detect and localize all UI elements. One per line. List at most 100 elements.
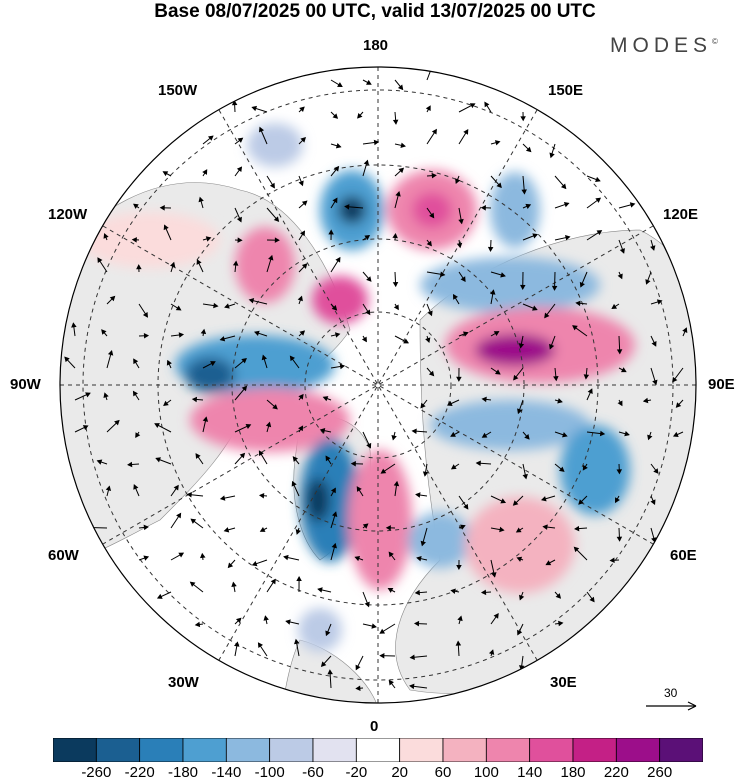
wind-vector-head: [519, 594, 525, 601]
wind-vector-head: [428, 370, 435, 377]
wind-vector-head: [269, 182, 275, 189]
wind-vector-head: [196, 259, 202, 265]
wind-vector-head: [520, 284, 526, 291]
colorbar-tick-label: 180: [560, 764, 586, 781]
wind-vector-head: [364, 234, 371, 241]
wind-vector-head: [339, 363, 346, 370]
colorbar-swatch: [95, 738, 141, 762]
lon-label-120w: 120W: [48, 206, 88, 223]
wind-vector-head: [85, 392, 91, 398]
wind-vector-head: [575, 300, 581, 307]
colorbar-tick-label: -100: [254, 764, 285, 781]
wind-vector-head: [205, 236, 212, 242]
wind-vector-head: [241, 385, 248, 392]
wind-vector-head: [463, 128, 469, 135]
wind-vector-head: [463, 331, 469, 337]
wind-vector-head: [325, 455, 331, 462]
wind-vector-head: [103, 233, 109, 239]
wind-vector-head: [558, 466, 565, 472]
wind-vector-head: [200, 552, 206, 559]
wind-vector-head: [650, 499, 656, 506]
wind-vector-head: [251, 561, 258, 567]
wind-vector-head: [491, 572, 497, 578]
wind-vector-head: [426, 240, 432, 247]
wind-vector-head: [574, 525, 580, 532]
colorbar-tick-label: -180: [167, 764, 199, 781]
colorbar-tick-label: 140: [517, 764, 543, 781]
wind-vector-head: [549, 343, 555, 350]
wind-vector-head: [101, 329, 107, 335]
wind-vector-head: [557, 398, 563, 404]
wind-vector-head: [331, 542, 337, 549]
wind-vector-head: [319, 427, 326, 434]
wind-vector-head: [499, 526, 505, 533]
lon-label-0: 0: [370, 718, 379, 735]
wind-vector-head: [357, 113, 363, 119]
anomaly-field: [80, 123, 635, 652]
wind-vector-head: [616, 349, 623, 355]
wind-vector-head: [617, 400, 623, 407]
anomaly-high-20w: [348, 450, 412, 590]
wind-vector-head: [619, 248, 625, 254]
anomaly-high-75w: [190, 388, 350, 452]
wind-vector-head: [322, 396, 329, 402]
wind-vector-head: [333, 165, 340, 172]
colorbar-swatch: [182, 738, 227, 762]
wind-vector-head: [258, 126, 265, 133]
wind-vector-head: [200, 328, 207, 335]
wind-vector-head: [490, 289, 496, 295]
wind-vector-head: [330, 487, 336, 494]
anomaly-high-50e: [465, 497, 575, 593]
wind-vector-head: [231, 100, 238, 106]
anomaly-low-15e: [408, 512, 472, 568]
wind-vector-head: [595, 176, 601, 183]
wind-vector-head: [186, 492, 192, 498]
wind-vector-head: [133, 358, 139, 365]
wind-vector-head: [415, 492, 421, 498]
wind-vector-head: [298, 393, 304, 400]
wind-vector-head: [362, 523, 369, 529]
wind-vector-head: [469, 103, 476, 109]
wind-vector-head: [457, 615, 463, 622]
wind-vector-head: [553, 375, 559, 382]
wind-vector-head: [136, 264, 142, 270]
wind-vector-head: [589, 596, 595, 603]
wind-vector-head: [142, 312, 148, 318]
wind-vector-head: [532, 233, 539, 239]
wind-vector-head: [463, 503, 469, 510]
wind-vector-head: [366, 79, 372, 85]
wind-vector-head: [395, 191, 401, 197]
colorbar-swatch: [355, 738, 401, 762]
lon-label-90e: 90E: [708, 376, 735, 393]
wind-vector-head: [231, 581, 237, 588]
lon-label-60w: 60W: [48, 547, 79, 564]
wind-vector-head: [298, 425, 304, 432]
wind-vector-head: [452, 293, 458, 300]
wind-vector-head: [450, 588, 456, 594]
wind-vector-head: [64, 356, 70, 363]
wind-vector-head: [409, 654, 415, 661]
wind-vector-head: [344, 204, 350, 210]
wind-vector-head: [195, 453, 201, 459]
wind-vector-head: [251, 105, 258, 112]
wind-vector-head: [596, 230, 603, 236]
wind-vector-head: [219, 336, 226, 342]
wind-vector-head: [429, 212, 435, 219]
wind-vector-head: [354, 555, 361, 562]
wind-vector-head: [163, 400, 169, 407]
wind-vector-head: [273, 216, 280, 222]
wind-vector-head: [450, 431, 456, 437]
wind-vector-head: [173, 484, 179, 491]
wind-vector-head: [178, 552, 185, 558]
wind-vector-head: [532, 305, 538, 311]
wind-vector-head: [97, 257, 103, 263]
map-disc: [60, 67, 696, 703]
wind-vector-head: [460, 276, 466, 283]
wind-vector-head: [328, 229, 334, 235]
wind-vector-head: [245, 424, 252, 429]
wind-vector-head: [166, 359, 172, 366]
wind-vector-head: [301, 200, 308, 206]
wind-vector-head: [143, 333, 150, 339]
wind-vector-head: [248, 298, 255, 304]
wind-vector-head: [299, 330, 306, 336]
